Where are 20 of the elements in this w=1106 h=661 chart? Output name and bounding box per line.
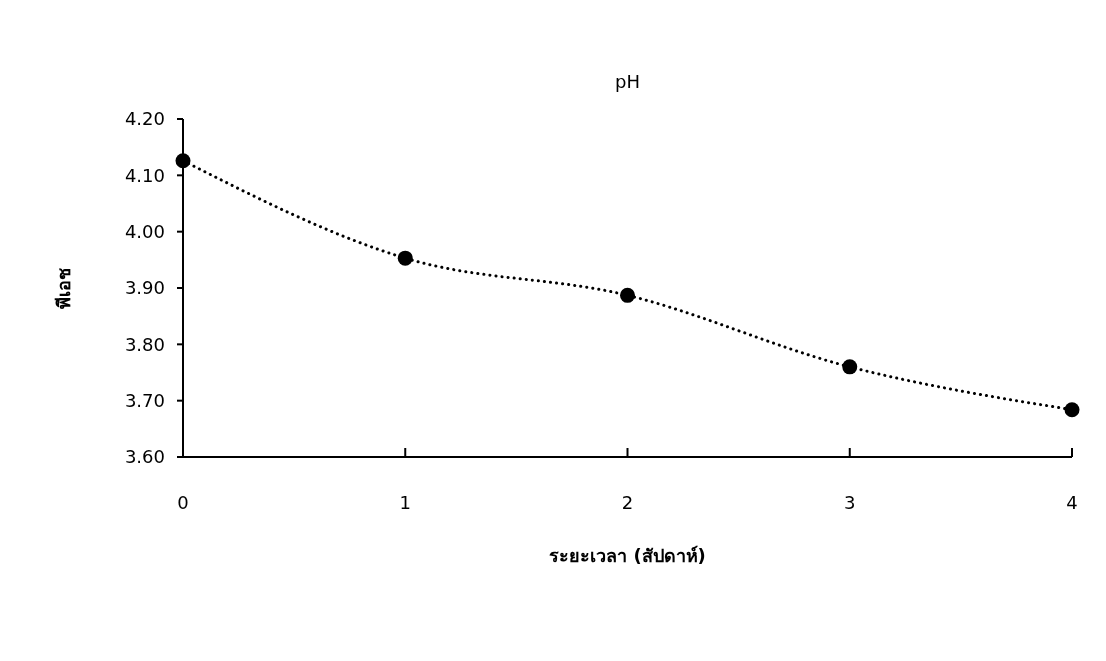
x-axis-title: ระยะเวลา (สัปดาห์): [549, 545, 706, 566]
y-tick-label: 4.20: [124, 108, 165, 130]
y-tick-label: 3.80: [124, 333, 165, 355]
point: [620, 287, 635, 303]
y-tick-label: 3.60: [124, 446, 165, 468]
point: [175, 153, 191, 169]
y-tick-label: 4.00: [124, 220, 165, 242]
point: [397, 250, 413, 266]
x-tick-label: 4: [1066, 492, 1078, 513]
y-axis-title: พีเอช: [53, 267, 74, 309]
point: [1064, 402, 1080, 418]
x-tick-label: 1: [399, 492, 411, 513]
y-tick-label: 3.70: [124, 389, 165, 411]
x-tick-label: 2: [621, 492, 634, 513]
x-tick-label: 3: [844, 492, 856, 513]
chart-title: pH: [615, 71, 640, 92]
point: [842, 359, 858, 375]
x-tick-label: 0: [177, 492, 189, 513]
y-tick-label: 3.90: [124, 277, 165, 299]
y-tick-label: 4.10: [124, 164, 165, 186]
